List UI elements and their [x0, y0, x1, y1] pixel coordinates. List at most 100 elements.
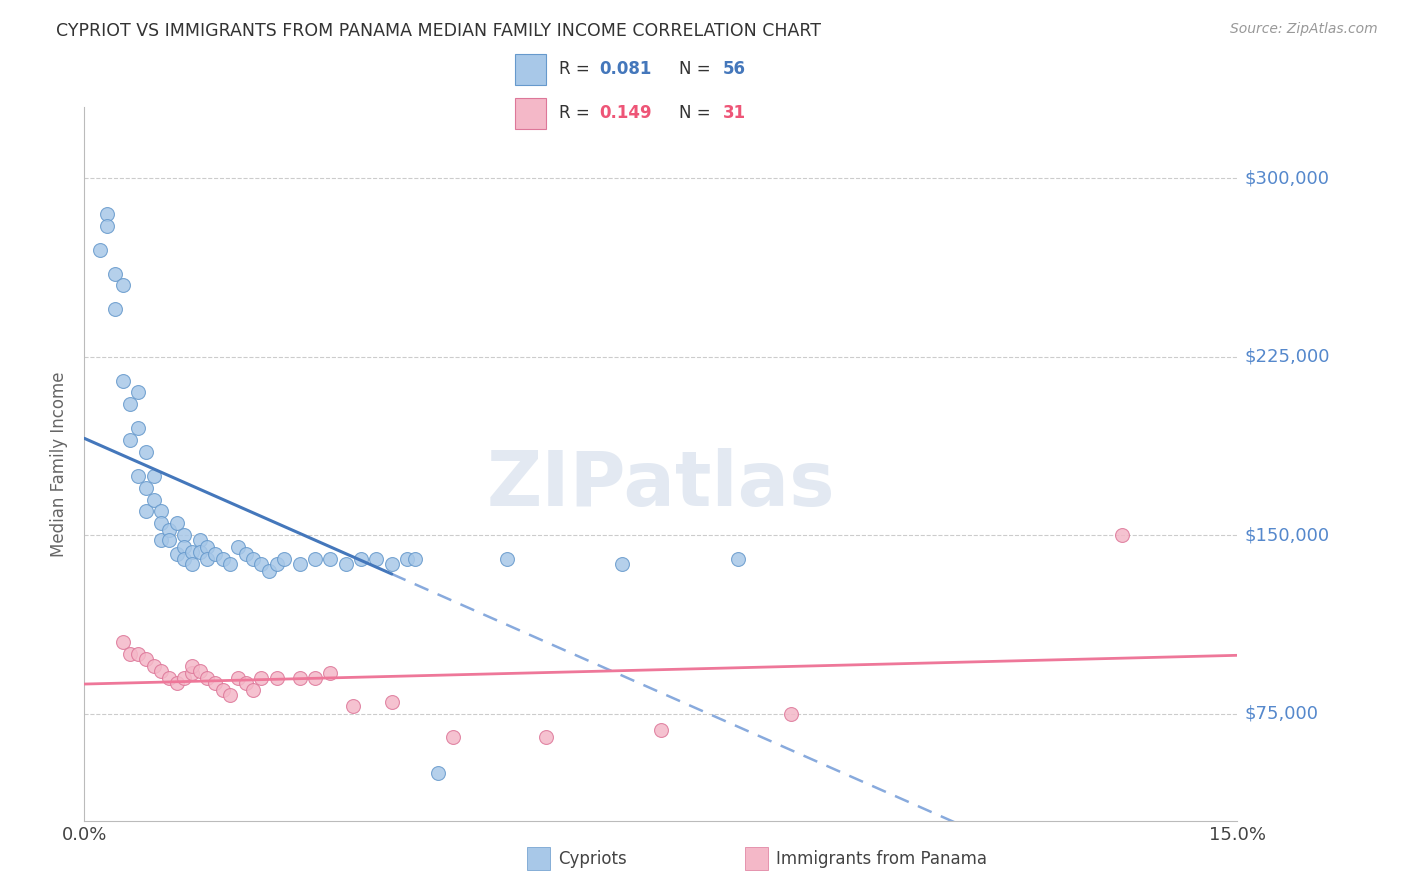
Point: [441, 731, 464, 745]
Text: N =: N =: [679, 61, 716, 78]
Point: [273, 552, 295, 566]
Point: [166, 547, 188, 561]
FancyBboxPatch shape: [516, 98, 547, 129]
Point: [204, 547, 226, 561]
FancyBboxPatch shape: [516, 54, 547, 85]
Point: [120, 647, 142, 661]
Point: [250, 671, 273, 685]
Point: [250, 557, 273, 571]
Text: Cypriots: Cypriots: [558, 850, 627, 868]
Point: [150, 504, 173, 518]
Point: [534, 731, 557, 745]
Text: Immigrants from Panama: Immigrants from Panama: [776, 850, 987, 868]
Point: [127, 421, 149, 435]
Point: [226, 671, 249, 685]
Point: [96, 219, 118, 233]
Point: [127, 385, 149, 400]
Point: [188, 545, 211, 559]
Point: [235, 675, 257, 690]
Point: [211, 682, 233, 697]
Point: [142, 492, 165, 507]
Point: [104, 267, 127, 281]
Point: [266, 671, 288, 685]
Point: [612, 557, 634, 571]
Point: [150, 533, 173, 547]
Text: Source: ZipAtlas.com: Source: ZipAtlas.com: [1230, 22, 1378, 37]
Point: [288, 557, 311, 571]
Point: [120, 433, 142, 447]
Point: [404, 552, 426, 566]
Point: [1111, 528, 1133, 542]
Text: 31: 31: [723, 104, 745, 122]
Point: [335, 557, 357, 571]
Point: [266, 557, 288, 571]
Point: [650, 723, 672, 738]
Point: [350, 552, 373, 566]
Point: [111, 635, 134, 649]
Point: [496, 552, 519, 566]
Point: [204, 675, 226, 690]
Point: [426, 766, 449, 780]
Point: [181, 666, 204, 681]
Point: [288, 671, 311, 685]
Point: [780, 706, 803, 721]
Point: [142, 659, 165, 673]
Point: [342, 699, 364, 714]
Point: [157, 524, 180, 538]
Point: [257, 564, 280, 578]
Point: [142, 468, 165, 483]
Point: [166, 675, 188, 690]
Point: [157, 671, 180, 685]
Point: [188, 533, 211, 547]
Point: [181, 557, 204, 571]
Point: [219, 688, 242, 702]
Point: [135, 652, 157, 666]
Point: [304, 552, 326, 566]
Point: [150, 516, 173, 531]
Y-axis label: Median Family Income: Median Family Income: [51, 371, 69, 557]
Point: [235, 547, 257, 561]
Point: [381, 695, 404, 709]
Point: [188, 664, 211, 678]
Text: R =: R =: [558, 61, 595, 78]
Point: [181, 659, 204, 673]
Point: [96, 207, 118, 221]
Text: $225,000: $225,000: [1244, 348, 1330, 366]
Point: [211, 552, 233, 566]
Point: [157, 533, 180, 547]
Text: 56: 56: [723, 61, 745, 78]
Point: [195, 671, 218, 685]
Point: [89, 243, 111, 257]
Point: [195, 540, 218, 554]
Point: [173, 671, 195, 685]
Point: [226, 540, 249, 554]
Point: [242, 682, 264, 697]
Point: [166, 516, 188, 531]
Point: [111, 278, 134, 293]
Point: [381, 557, 404, 571]
Point: [396, 552, 419, 566]
Point: [319, 552, 342, 566]
Point: [366, 552, 388, 566]
Point: [150, 664, 173, 678]
Text: $75,000: $75,000: [1244, 705, 1319, 723]
Text: $300,000: $300,000: [1244, 169, 1329, 187]
Point: [120, 397, 142, 411]
Point: [127, 468, 149, 483]
Point: [127, 647, 149, 661]
Point: [104, 302, 127, 317]
Point: [173, 540, 195, 554]
Point: [242, 552, 264, 566]
Text: R =: R =: [558, 104, 595, 122]
Point: [135, 481, 157, 495]
Text: N =: N =: [679, 104, 716, 122]
Text: 0.081: 0.081: [599, 61, 651, 78]
Text: ZIPatlas: ZIPatlas: [486, 449, 835, 522]
Point: [219, 557, 242, 571]
Point: [727, 552, 749, 566]
Point: [181, 545, 204, 559]
Point: [304, 671, 326, 685]
Point: [319, 666, 342, 681]
Point: [173, 528, 195, 542]
Point: [135, 504, 157, 518]
